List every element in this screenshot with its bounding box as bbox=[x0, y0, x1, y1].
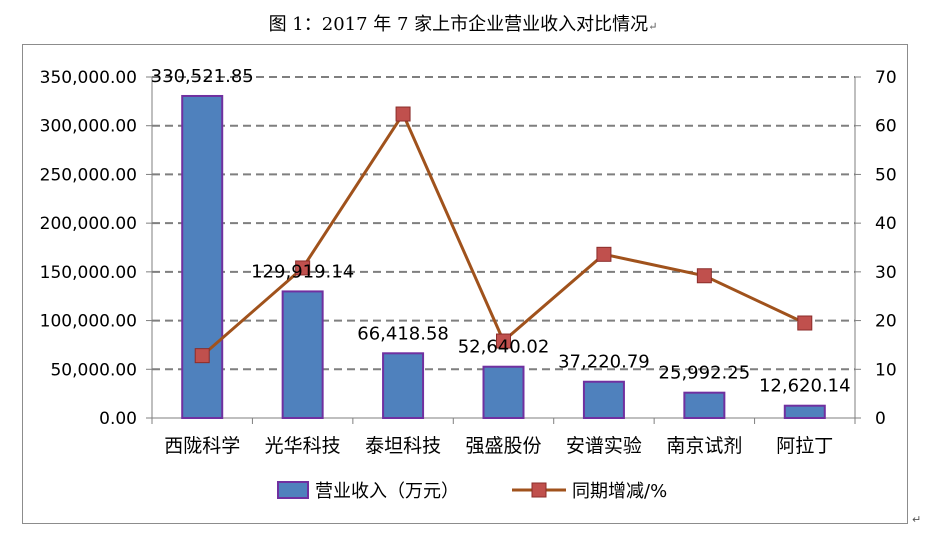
line-point bbox=[797, 315, 813, 331]
x-tick-label: 安谱实验 bbox=[566, 435, 642, 457]
x-tick-label: 泰坦科技 bbox=[365, 435, 441, 457]
bar bbox=[382, 352, 425, 420]
bar-data-label: 129,919.14 bbox=[251, 261, 354, 282]
paragraph-mark-icon: ↵ bbox=[648, 20, 658, 33]
bar-data-label: 12,620.14 bbox=[759, 376, 851, 397]
data-labels: 330,521.85 129,919.14 66,418.58 52,640.02 37… bbox=[151, 66, 851, 397]
legend-label-line: 同期增减/% bbox=[572, 481, 667, 502]
y-left-tick-label: 150,000.00 bbox=[40, 263, 137, 283]
bar bbox=[582, 380, 625, 420]
y-right-tick-label: 70 bbox=[875, 68, 897, 88]
x-tick-label: 阿拉丁 bbox=[776, 435, 833, 457]
axes: 0.00 50,000.00 100,000.00 150,000.00 200,000… bbox=[40, 68, 897, 457]
y-right-tick-label: 50 bbox=[875, 165, 897, 185]
bar bbox=[281, 290, 324, 419]
y-right-tick-label: 0 bbox=[875, 409, 886, 429]
y-right-tick-label: 30 bbox=[875, 263, 897, 283]
bar-data-label: 52,640.02 bbox=[458, 337, 550, 358]
y-left-tick-label: 0.00 bbox=[99, 409, 137, 429]
x-tick-label: 光华科技 bbox=[265, 435, 341, 457]
bar bbox=[783, 404, 826, 419]
bar-data-label: 37,220.79 bbox=[558, 352, 650, 373]
legend-swatch-bar bbox=[277, 481, 309, 499]
y-left-tick-label: 250,000.00 bbox=[40, 165, 137, 185]
bar-data-label: 330,521.85 bbox=[151, 66, 254, 87]
y-left-tick-label: 50,000.00 bbox=[50, 360, 137, 380]
y-right-tick-label: 20 bbox=[875, 312, 897, 332]
x-tick-label: 强盛股份 bbox=[465, 435, 541, 457]
bar bbox=[683, 391, 726, 419]
chart-title-text: 图 1：2017 年 7 家上市企业营业收入对比情况 bbox=[268, 14, 649, 35]
legend-label-bar: 营业收入（万元） bbox=[315, 481, 459, 502]
line-point bbox=[295, 260, 311, 276]
y-left-tick-label: 350,000.00 bbox=[40, 68, 137, 88]
y-left-tick-label: 200,000.00 bbox=[40, 214, 137, 234]
y-right-tick-label: 60 bbox=[875, 117, 897, 137]
chart-frame bbox=[22, 44, 908, 524]
legend-swatch-marker bbox=[531, 482, 547, 498]
y-right-tick-label: 40 bbox=[875, 214, 897, 234]
line-series bbox=[194, 106, 813, 364]
y-left-tick-label: 100,000.00 bbox=[40, 312, 137, 332]
gridlines bbox=[152, 76, 855, 371]
x-tick-label: 南京试剂 bbox=[666, 435, 742, 457]
end-paragraph-mark-icon: ↵ bbox=[912, 513, 922, 526]
line-point bbox=[194, 348, 210, 364]
x-tick-label: 西陇科学 bbox=[164, 435, 240, 457]
bar-data-label: 66,418.58 bbox=[357, 323, 449, 344]
legend: 营业收入（万元） 同期增减/% bbox=[277, 481, 667, 502]
bar-data-label: 25,992.25 bbox=[659, 363, 751, 384]
line-point bbox=[696, 268, 712, 284]
y-left-tick-label: 300,000.00 bbox=[40, 117, 137, 137]
line-point bbox=[596, 246, 612, 262]
chart-title: 图 1：2017 年 7 家上市企业营业收入对比情况↵ bbox=[0, 10, 926, 36]
y-right-tick-label: 10 bbox=[875, 360, 897, 380]
line-point bbox=[496, 333, 511, 349]
line-point bbox=[395, 106, 411, 122]
bar-series bbox=[181, 94, 826, 420]
bar bbox=[482, 365, 525, 420]
bar bbox=[181, 94, 224, 419]
